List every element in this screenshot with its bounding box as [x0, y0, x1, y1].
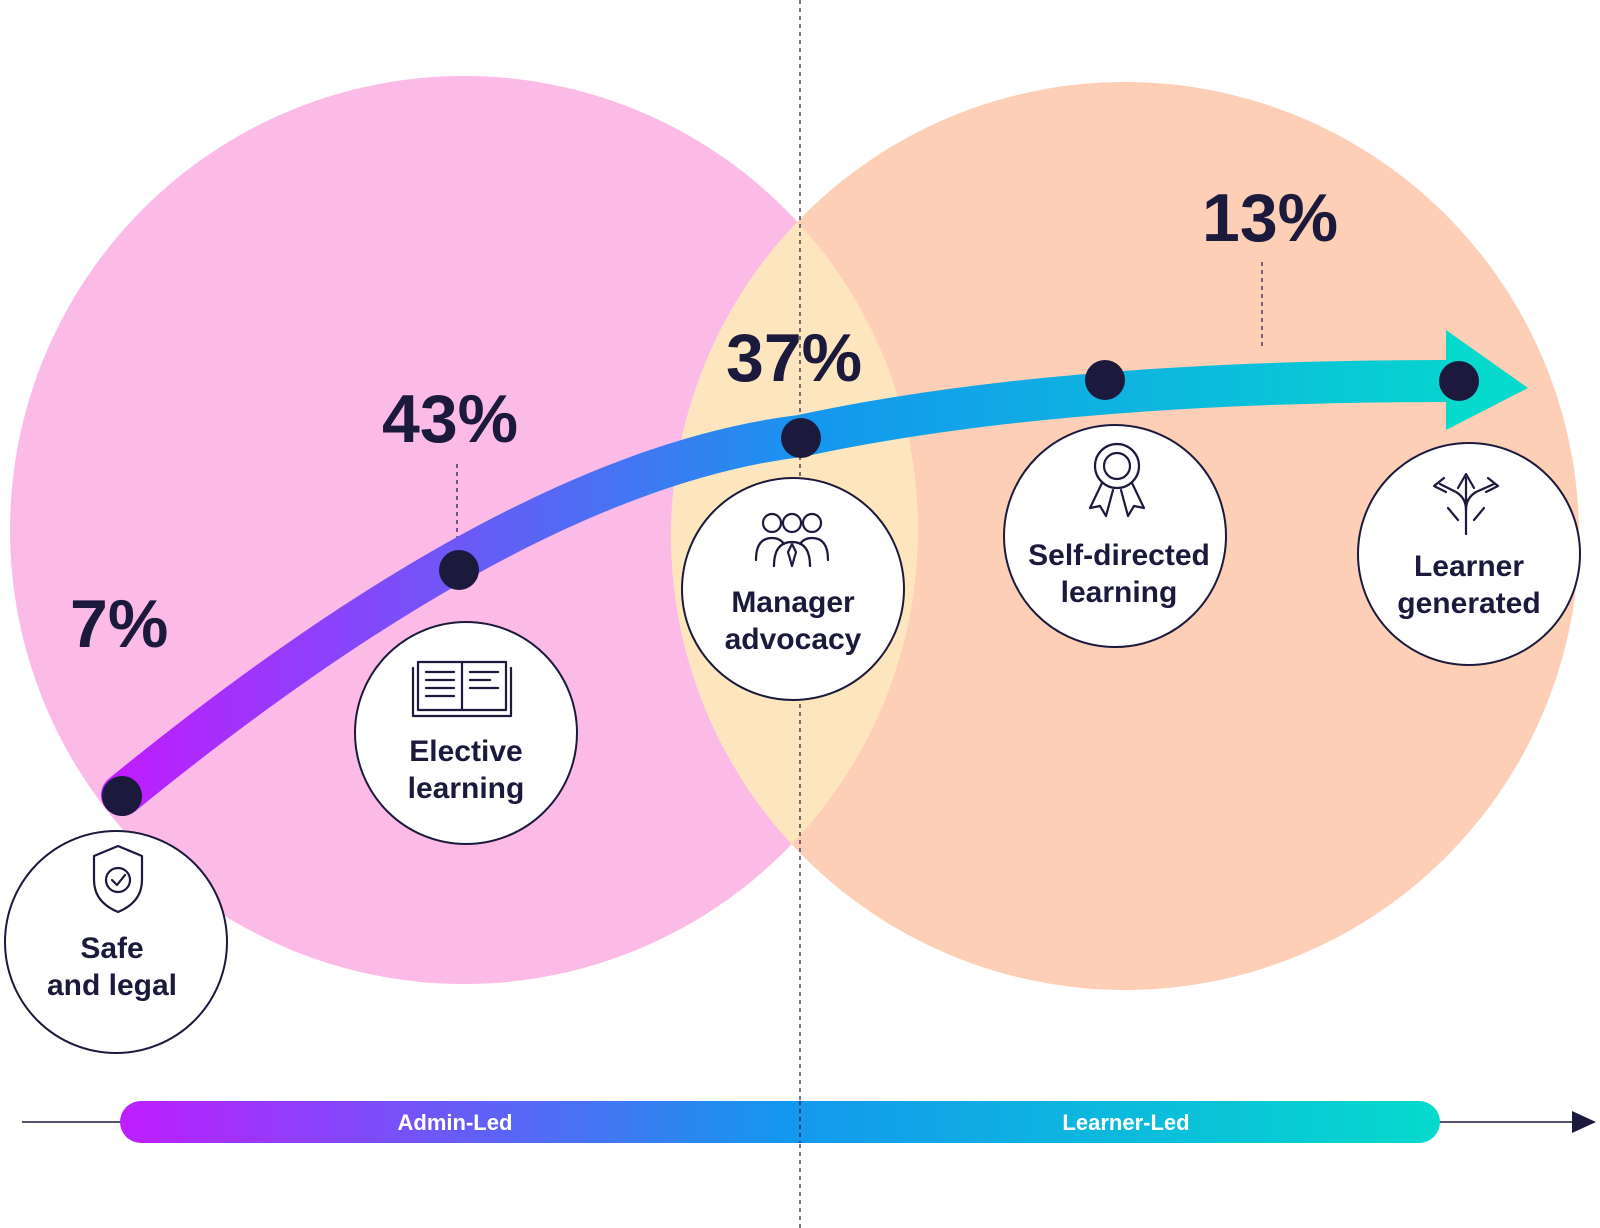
stage-label-manager-line1: Manager [731, 586, 855, 619]
stage-card-safe: Safe and legal [4, 830, 228, 1054]
arc-dot-selfdirected [1085, 360, 1125, 400]
axis-label-admin-led: Admin-Led [398, 1110, 513, 1135]
stage-card-selfdirected: Self-directed learning [1003, 424, 1227, 648]
stage-label-manager-line2: advocacy [725, 623, 862, 656]
arc-dot-learnergen [1439, 361, 1479, 401]
stage-label-safe-line1: Safe [80, 932, 143, 965]
percent-elective: 43% [382, 381, 518, 457]
stage-card-elective: Elective learning [354, 621, 578, 845]
shield-check-icon [92, 844, 144, 914]
stage-card-learnergen: Learner generated [1357, 442, 1581, 666]
stage-card-manager: Manager advocacy [681, 477, 905, 701]
percent-selfdirected: 13% [1202, 180, 1338, 256]
arc-dot-safe [102, 776, 142, 816]
admin-led-circle [10, 76, 918, 984]
admin-learner-bar [120, 1101, 1440, 1143]
percent-manager: 37% [726, 320, 862, 396]
percent-safe: 7% [70, 586, 168, 662]
open-book-icon [411, 660, 513, 718]
stage-label-learnergen-line2: generated [1397, 587, 1540, 620]
stage-label-safe-line2: and legal [47, 969, 177, 1002]
branching-arrows-icon [1432, 472, 1500, 536]
stage-label-selfdirected-line2: learning [1061, 576, 1178, 609]
stage-label-selfdirected-line1: Self-directed [1028, 539, 1210, 572]
stage-label-elective-line1: Elective [409, 735, 522, 768]
axis-arrowhead [1572, 1111, 1596, 1133]
progression-arrowhead [1446, 330, 1528, 430]
stage-label-elective-line2: learning [408, 772, 525, 805]
arc-dot-manager [781, 418, 821, 458]
stage-label-learnergen-line1: Learner [1414, 550, 1524, 583]
team-people-icon [754, 512, 830, 568]
axis-label-learner-led: Learner-Led [1062, 1110, 1189, 1135]
arc-dot-elective [439, 550, 479, 590]
award-ribbon-icon [1088, 442, 1146, 518]
